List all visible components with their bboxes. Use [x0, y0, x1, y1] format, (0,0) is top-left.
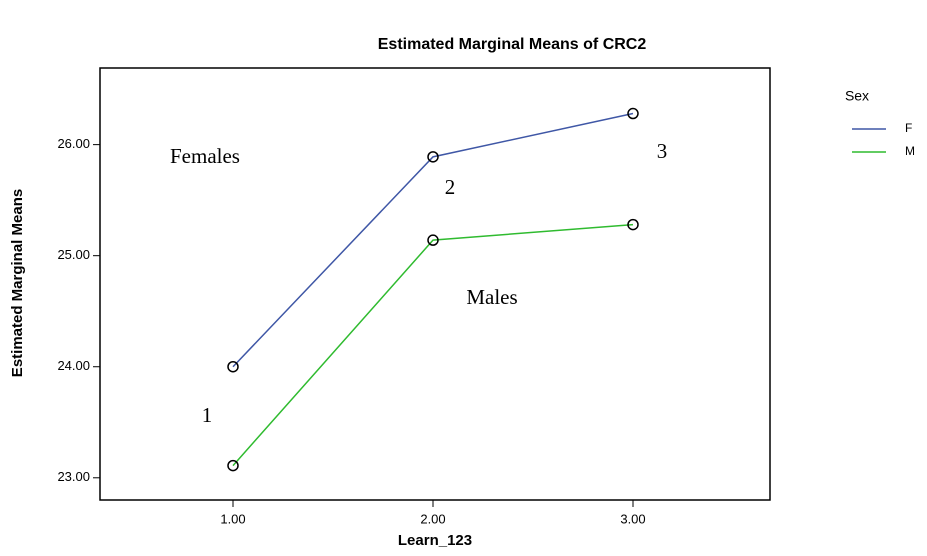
annotation: 1 — [202, 403, 213, 427]
series-line — [232, 223, 634, 467]
point-marker — [427, 151, 439, 163]
annotation: Females — [170, 144, 240, 168]
y-tick-label: 26.00 — [57, 136, 90, 151]
x-tick-label: 2.00 — [420, 511, 445, 526]
series-line — [232, 112, 634, 368]
x-tick-label: 1.00 — [220, 511, 245, 526]
chart-title: Estimated Marginal Means of CRC2 — [378, 36, 647, 53]
y-tick-label: 24.00 — [57, 358, 90, 373]
point-marker — [227, 360, 239, 373]
x-tick-label: 3.00 — [620, 511, 645, 526]
annotation: 3 — [657, 139, 668, 163]
legend-label: F — [905, 121, 912, 135]
annotation: Males — [466, 285, 517, 309]
point-marker — [627, 107, 639, 120]
annotation: 2 — [445, 175, 456, 199]
y-tick-label: 23.00 — [57, 469, 90, 484]
x-axis-label: Learn_123 — [398, 532, 472, 549]
point-marker — [227, 459, 239, 472]
point-marker — [427, 234, 439, 246]
y-tick-label: 25.00 — [57, 247, 90, 262]
y-axis-label: Estimated Marginal Means — [9, 189, 26, 377]
legend-title: Sex — [845, 88, 869, 104]
legend-label: M — [905, 144, 915, 158]
point-marker — [627, 218, 639, 231]
plot-frame — [99, 67, 771, 501]
